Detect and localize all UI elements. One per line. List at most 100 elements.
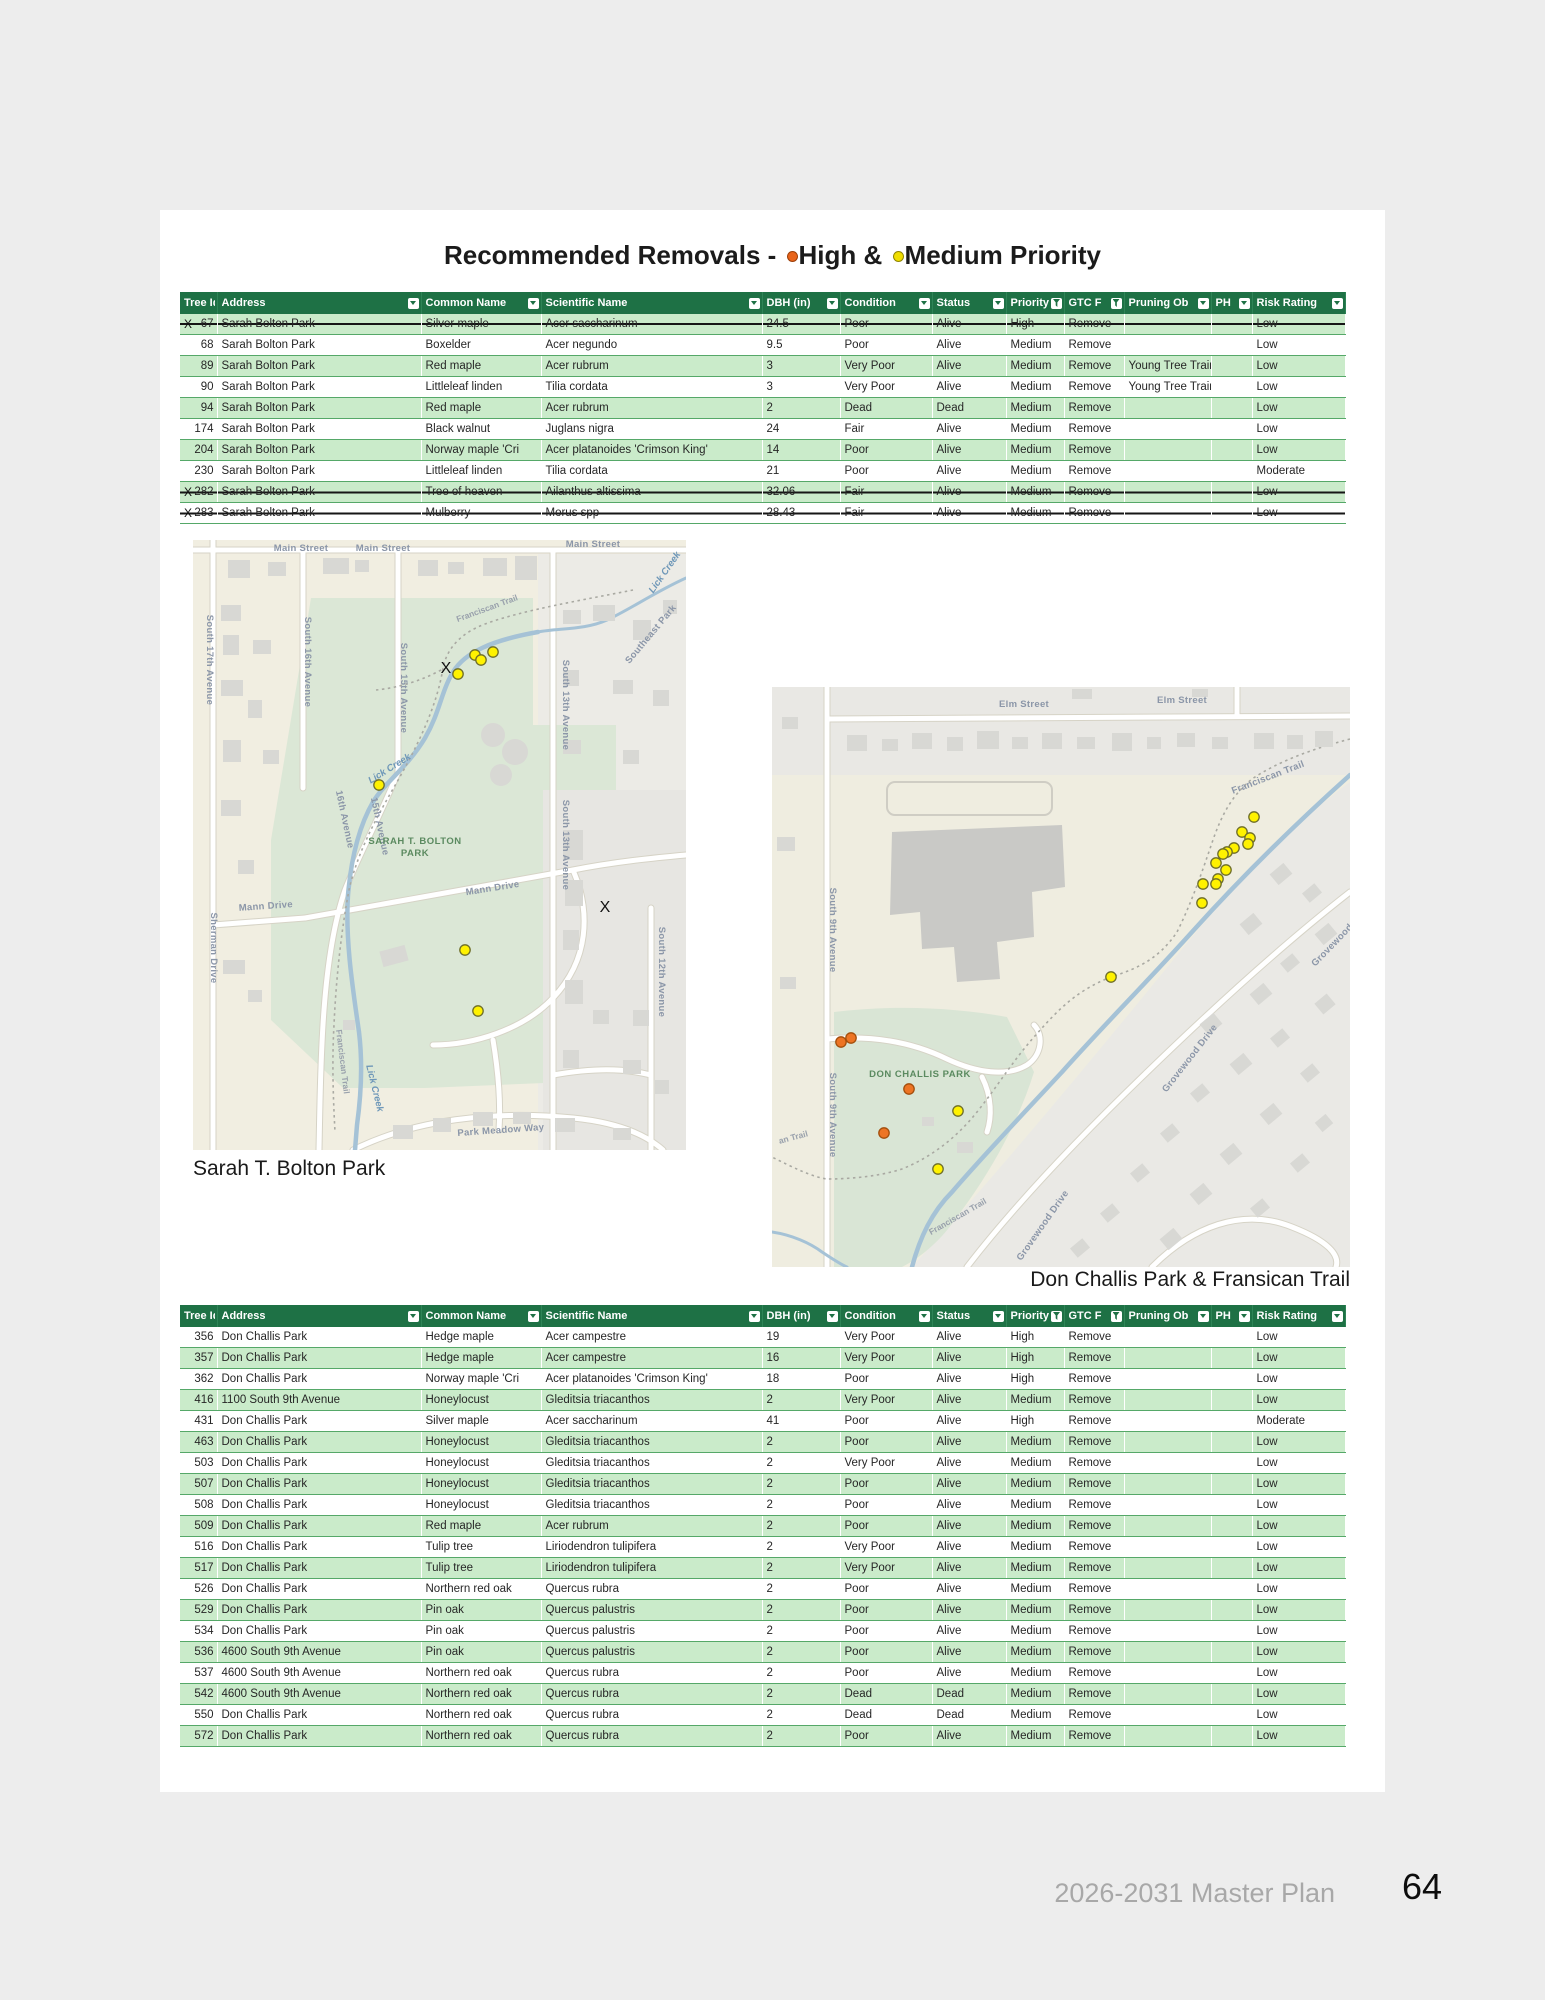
cell-gtc: Remove	[1064, 1641, 1125, 1663]
footer-page-number: 64	[1402, 1866, 1443, 1907]
cell-status: Alive	[932, 1389, 1007, 1411]
column-header-address: Address	[217, 292, 422, 314]
cell-scientific: Acer saccharinum	[541, 1410, 763, 1432]
filter-funnel-icon	[1051, 1310, 1062, 1322]
cell-status: Alive	[932, 439, 1007, 461]
cell-ph	[1211, 1515, 1253, 1537]
cell-priority: Medium	[1006, 1599, 1065, 1621]
column-header-condition: Condition	[840, 292, 933, 314]
cell-id: 174	[180, 418, 218, 440]
medium-priority-tree-marker	[1197, 878, 1209, 890]
cell-priority: Medium	[1006, 460, 1065, 482]
cell-status: Alive	[932, 334, 1007, 356]
cell-id: 517	[180, 1557, 218, 1579]
street-label: South 13th Avenue	[560, 800, 571, 890]
column-header-risk-rating: Risk Rating	[1252, 292, 1346, 314]
cell-address: Sarah Bolton Park	[217, 502, 422, 524]
table-row-tree-516: 516 Don Challis Park Tulip tree Liriodendro…	[180, 1536, 1346, 1558]
cell-address: Don Challis Park	[217, 1494, 422, 1516]
filter-dropdown-icon	[1331, 1310, 1343, 1322]
cell-priority: Medium	[1006, 418, 1065, 440]
cell-priority: Medium	[1006, 1704, 1065, 1726]
column-header-priority: Priority	[1006, 1305, 1065, 1327]
cell-pruning	[1124, 1725, 1212, 1747]
cell-dbh: 14	[762, 439, 841, 461]
street-label: Main Street	[356, 543, 411, 554]
cell-dbh: 2	[762, 1389, 841, 1411]
removed-x-flag: X	[184, 485, 193, 499]
cell-ph	[1211, 1431, 1253, 1453]
cell-condition: Very Poor	[840, 1536, 933, 1558]
cell-id: 542	[180, 1683, 218, 1705]
cell-dbh: 2	[762, 1494, 841, 1516]
cell-address: Don Challis Park	[217, 1431, 422, 1453]
cell-condition: Dead	[840, 397, 933, 419]
cell-common: Northern red oak	[421, 1578, 542, 1600]
cell-condition: Poor	[840, 1725, 933, 1747]
left-map-tree-markers: XX	[373, 646, 611, 1017]
cell-risk: Low	[1252, 376, 1346, 398]
cell-scientific: Quercus palustris	[541, 1641, 763, 1663]
cell-priority: Medium	[1006, 334, 1065, 356]
cell-gtc: Remove	[1064, 334, 1125, 356]
cell-common: Boxelder	[421, 334, 542, 356]
filter-dropdown-icon	[992, 297, 1004, 309]
cell-risk: Low	[1252, 1473, 1346, 1495]
cell-risk: Low	[1252, 502, 1346, 524]
cell-risk: Low	[1252, 1452, 1346, 1474]
cell-pruning	[1124, 1578, 1212, 1600]
cell-address: Don Challis Park	[217, 1410, 422, 1432]
cell-gtc: Remove	[1064, 1515, 1125, 1537]
table-row-tree-357: 357 Don Challis Park Hedge maple Acer campe…	[180, 1347, 1346, 1369]
table-row-tree-174: 174 Sarah Bolton Park Black walnut Juglans …	[180, 418, 1346, 440]
column-header-address: Address	[217, 1305, 422, 1327]
table-row-tree-431: 431 Don Challis Park Silver maple Acer sacc…	[180, 1410, 1346, 1432]
cell-priority: Medium	[1006, 1641, 1065, 1663]
cell-id: 572	[180, 1725, 218, 1747]
cell-status: Alive	[932, 1641, 1007, 1663]
cell-dbh: 2	[762, 1431, 841, 1453]
cell-gtc: Remove	[1064, 1473, 1125, 1495]
cell-status: Alive	[932, 460, 1007, 482]
cell-ph	[1211, 439, 1253, 461]
street-label: South 15th Avenue	[398, 643, 409, 733]
medium-priority-tree-marker	[1105, 971, 1117, 983]
cell-condition: Very Poor	[840, 355, 933, 377]
cell-condition: Dead	[840, 1704, 933, 1726]
table-row-tree-536: 536 4600 South 9th Avenue Pin oak Quercus p…	[180, 1641, 1346, 1663]
cell-condition: Fair	[840, 502, 933, 524]
cell-status: Alive	[932, 1557, 1007, 1579]
cell-ph	[1211, 334, 1253, 356]
cell-ph	[1211, 1473, 1253, 1495]
cell-dbh: 2	[762, 1557, 841, 1579]
cell-priority: Medium	[1006, 1431, 1065, 1453]
cell-address: 4600 South 9th Avenue	[217, 1641, 422, 1663]
cell-status: Alive	[932, 376, 1007, 398]
cell-dbh: 2	[762, 1683, 841, 1705]
removed-tree-x-marker: X	[441, 660, 452, 677]
cell-priority: High	[1006, 314, 1065, 335]
filter-dropdown-icon	[527, 297, 539, 309]
cell-address: Sarah Bolton Park	[217, 376, 422, 398]
cell-address: Sarah Bolton Park	[217, 481, 422, 503]
cell-scientific: Acer platanoides 'Crimson King'	[541, 1368, 763, 1390]
column-header-ph: PH	[1211, 292, 1253, 314]
cell-priority: Medium	[1006, 1620, 1065, 1642]
column-header-pruning-ob: Pruning Ob	[1124, 292, 1212, 314]
cell-scientific: Acer negundo	[541, 334, 763, 356]
medium-priority-tree-marker	[1220, 864, 1232, 876]
filter-dropdown-icon	[918, 297, 930, 309]
cell-condition: Very Poor	[840, 1557, 933, 1579]
cell-common: Norway maple 'Cri	[421, 439, 542, 461]
cell-condition: Poor	[840, 1515, 933, 1537]
filter-dropdown-icon	[1197, 1310, 1209, 1322]
medium-priority-tree-marker	[1196, 897, 1208, 909]
cell-pruning	[1124, 1494, 1212, 1516]
cell-gtc: Remove	[1064, 1327, 1125, 1348]
cell-status: Alive	[932, 1473, 1007, 1495]
filter-dropdown-icon	[407, 1310, 419, 1322]
cell-risk: Low	[1252, 1578, 1346, 1600]
cell-status: Alive	[932, 502, 1007, 524]
cell-priority: Medium	[1006, 1389, 1065, 1411]
table-row-tree-529: 529 Don Challis Park Pin oak Quercus palust…	[180, 1599, 1346, 1621]
